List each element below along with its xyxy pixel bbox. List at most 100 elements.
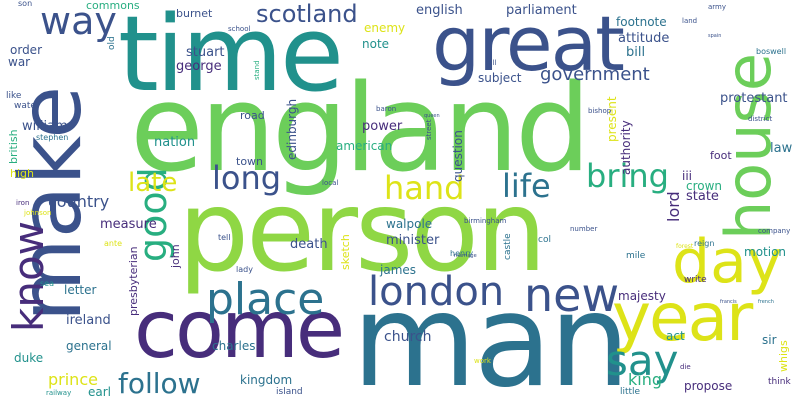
word-sir: sir (762, 333, 777, 347)
word-stand: stand (253, 60, 261, 80)
word-like: like (6, 91, 22, 101)
word-majesty: majesty (618, 289, 666, 303)
word-stephen: stephen (36, 133, 69, 142)
word-charles: charles (212, 339, 256, 353)
word-iii: iii (682, 169, 693, 183)
word-bishop: bishop (588, 107, 612, 115)
word-die: die (680, 363, 691, 371)
word-attitude: attitude (618, 31, 670, 46)
word-letter: letter (64, 283, 97, 297)
word-commons: commons (86, 0, 140, 12)
word-minister: minister (386, 233, 440, 248)
word-iron: iron (16, 199, 30, 207)
word-motion: motion (744, 245, 787, 259)
word-man: man (352, 267, 630, 400)
word-sea: sea (40, 279, 54, 288)
word-school: school (228, 25, 251, 33)
word-baron: baron (376, 105, 397, 113)
word-johnson: johnson (24, 209, 52, 217)
word-late: late (128, 168, 178, 198)
word-son: son (18, 0, 33, 8)
word-local: local (322, 179, 339, 187)
word-death: death (290, 237, 328, 252)
word-james: james (380, 263, 417, 277)
word-mile: mile (626, 251, 646, 261)
word-law: law (770, 141, 793, 156)
word-long: long (212, 159, 282, 197)
word-way: way (40, 0, 117, 43)
word-railway: railway (46, 389, 72, 397)
word-sketch: sketch (339, 234, 352, 270)
word-company: company (758, 227, 791, 235)
word-ireland: ireland (66, 313, 111, 328)
word-state: state (686, 189, 719, 204)
word-queen: queen (424, 113, 440, 119)
word-power: power (362, 119, 403, 134)
word-kingdom: kingdom (240, 373, 293, 387)
word-french: french (758, 299, 774, 305)
word-little: little (620, 387, 641, 397)
word-bring: bring (586, 157, 669, 195)
word-forest: forest (676, 243, 694, 250)
word-say: say (606, 336, 679, 385)
word-island: island (276, 387, 303, 397)
word-english: english (416, 3, 463, 18)
word-note: note (362, 37, 390, 51)
word-come: come (134, 283, 345, 376)
word-crown: crown (686, 179, 723, 193)
word-enemy: enemy (364, 21, 406, 35)
word-stuart: stuart (186, 45, 225, 60)
word-col: col (538, 235, 551, 245)
word-old: old (107, 36, 117, 50)
word-great: great (432, 0, 625, 88)
word-country: country (48, 192, 110, 211)
word-george: george (176, 59, 222, 74)
word-castle: castle (503, 233, 513, 260)
word-follow: follow (118, 367, 201, 400)
word-earl: earl (88, 385, 112, 399)
word-presbyterian: presbyterian (127, 246, 140, 316)
word-ante: ante (104, 239, 123, 248)
word-hand: hand (384, 169, 465, 207)
word-foot: foot (710, 149, 732, 162)
word-lady: lady (236, 265, 253, 274)
word-water: water (14, 101, 40, 111)
word-government: government (540, 64, 650, 85)
word-army: army (708, 3, 727, 11)
word-tell: tell (218, 233, 231, 242)
word-lord: lord (664, 191, 683, 222)
word-number: number (570, 225, 598, 233)
word-think: think (768, 377, 791, 387)
word-british: british (7, 129, 20, 164)
word-bill: bill (626, 45, 646, 60)
word-place: place (206, 274, 325, 325)
word-whigs: whigs (777, 340, 790, 372)
word-parliament: parliament (506, 3, 577, 18)
word-boswell: boswell (756, 47, 787, 56)
word-propose: propose (684, 379, 733, 393)
word-present: present (605, 96, 619, 142)
word-town: town (236, 155, 264, 168)
word-person: person (178, 167, 547, 297)
word-measure: measure (100, 217, 157, 232)
word-birmingham: birmingham (464, 217, 507, 225)
word-day: day (672, 227, 783, 297)
word-nation: nation (154, 135, 196, 150)
word-life: life (502, 167, 551, 205)
word-work: work (474, 357, 491, 365)
word-hill: hill (486, 59, 497, 67)
word-high: high (10, 167, 34, 180)
word-england: england (130, 60, 591, 199)
word-william: william (22, 119, 68, 134)
word-london: london (368, 269, 505, 315)
word-church: church (384, 329, 432, 345)
word-war: war (8, 55, 31, 69)
word-footnote: footnote (616, 15, 667, 29)
word-scotland: scotland (256, 0, 358, 28)
word-street: street (425, 119, 433, 140)
word-time: time (118, 0, 344, 115)
word-land: land (682, 17, 698, 25)
word-act: act (666, 329, 685, 343)
word-marriage: marriage (454, 253, 477, 259)
